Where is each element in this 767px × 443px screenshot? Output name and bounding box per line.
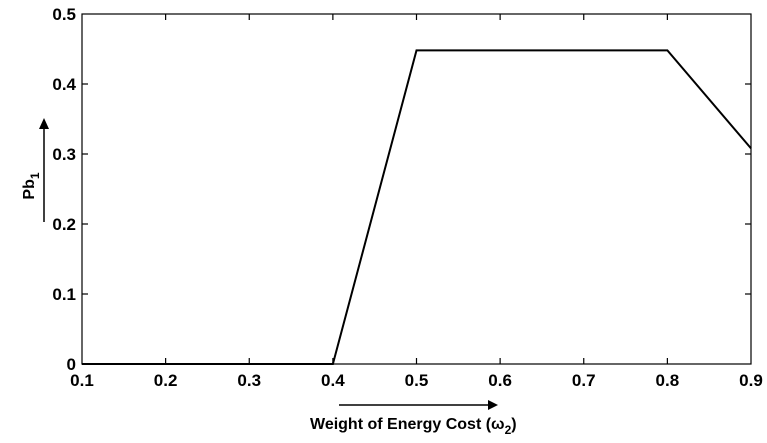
x-tick-label: 0.4 [321,371,345,390]
x-tick-label: 0.6 [488,371,512,390]
y-ticks: 0 0.1 0.2 0.3 0.4 0.5 [52,5,751,374]
x-tick-label: 0.2 [154,371,178,390]
plot-area [81,13,752,365]
x-axis-arrow-icon [339,400,498,410]
plot-frame [81,13,752,365]
x-tick-label: 0.1 [70,371,94,390]
y-axis-title: Pb1 [21,172,42,199]
x-axis-title-end: ) [511,416,516,433]
x-tick-label: 0.8 [656,371,680,390]
y-tick-label: 0.1 [52,285,76,304]
x-tick-label: 0.3 [237,371,261,390]
x-ticks: 0.1 0.2 0.3 0.4 0.5 0.6 0.7 0.8 0.9 [70,14,763,390]
series-group [82,49,752,365]
y-axis-arrow-icon [39,118,49,222]
y-tick-label: 0 [67,355,76,374]
y-tick-label: 0.2 [52,215,76,234]
y-axis-title-main: Pb [21,179,38,200]
x-tick-label: 0.9 [739,371,763,390]
series-line [82,49,752,365]
x-tick-label: 0.7 [572,371,596,390]
y-tick-label: 0.5 [52,5,76,24]
y-tick-label: 0.4 [52,75,76,94]
x-tick-label: 0.5 [405,371,429,390]
y-tick-label: 0.3 [52,145,76,164]
x-axis-title: Weight of Energy Cost (ω2) [310,416,517,437]
y-axis-title-sub: 1 [28,172,42,179]
x-axis-title-sub: 2 [505,423,512,437]
x-axis-title-main: Weight of Energy Cost (ω [310,416,505,433]
